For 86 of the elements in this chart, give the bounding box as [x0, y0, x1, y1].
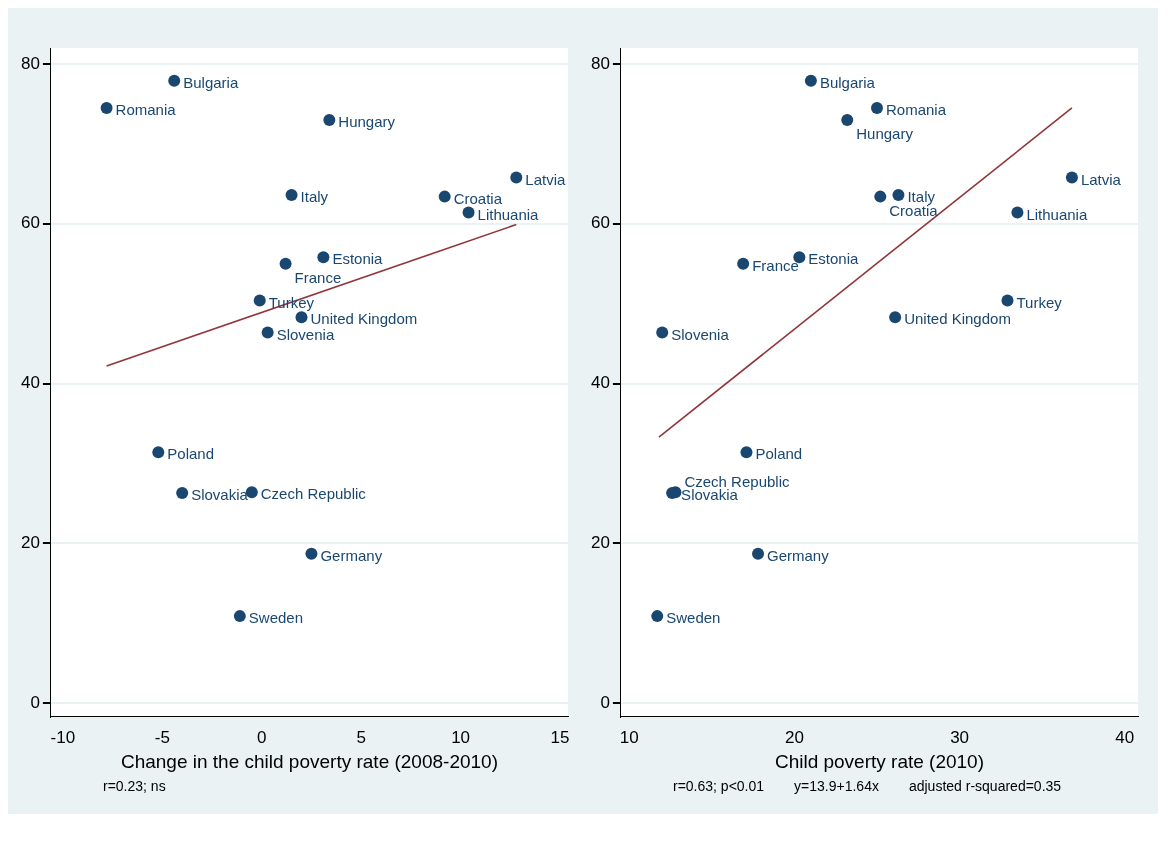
data-label: Turkey: [1016, 293, 1063, 311]
y-tick-label: 80: [20, 53, 40, 73]
x-axis-title: Change in the child poverty rate (2008-2010): [120, 750, 498, 772]
y-tick-label: 80: [590, 53, 610, 73]
point: [656, 326, 669, 339]
point: [305, 547, 318, 560]
x-tick-label: 20: [784, 727, 804, 747]
data-label: France: [294, 268, 342, 286]
point: [152, 446, 165, 459]
data-label: Bulgaria: [183, 73, 239, 91]
point: [323, 113, 336, 126]
point: [317, 251, 330, 264]
point: [279, 257, 292, 270]
point: [740, 446, 753, 459]
data-label: Sweden: [248, 609, 304, 627]
point: [438, 190, 451, 203]
data-label: Italy: [300, 188, 329, 206]
x-tick-label: 0: [256, 727, 267, 747]
x-tick-label: -10: [50, 727, 76, 747]
x-tick-label: 10: [451, 727, 471, 747]
point: [874, 190, 887, 203]
point: [1011, 206, 1024, 219]
data-label: Slovenia: [671, 325, 730, 343]
point: [261, 326, 274, 339]
data-label: Latvia: [1080, 170, 1122, 188]
data-label: Bulgaria: [819, 73, 876, 91]
data-label: United Kingdom: [904, 310, 1011, 328]
point: [253, 294, 266, 307]
text: r=0.23; ns: [103, 778, 166, 794]
point: [889, 311, 902, 324]
data-label: Germany: [320, 546, 383, 564]
data-label: Lithuania: [1026, 205, 1088, 223]
x-tick-label: 5: [356, 727, 366, 747]
y-tick-label: 60: [20, 213, 40, 233]
data-label: Hungary: [338, 113, 396, 131]
data-label: Slovenia: [276, 325, 335, 343]
data-label: Romania: [115, 101, 177, 119]
x-tick-label: 40: [1115, 727, 1135, 747]
point: [752, 547, 765, 560]
data-label: Lithuania: [477, 205, 540, 223]
point: [285, 189, 298, 202]
y-tick-label: 20: [590, 533, 610, 553]
point: [100, 101, 113, 114]
text: r=0.63; p<0.01: [673, 778, 765, 794]
x-axis-title: Child poverty rate (2010): [774, 750, 985, 772]
point: [1001, 294, 1014, 307]
y-tick-label: 20: [20, 533, 40, 553]
data-label: Estonia: [808, 250, 860, 268]
point: [870, 101, 883, 114]
y-tick-label: 0: [600, 692, 610, 712]
data-label: Romania: [885, 101, 947, 119]
point: [892, 189, 905, 202]
y-tick-label: 40: [20, 373, 40, 393]
y-tick-label: 60: [590, 213, 610, 233]
y-tick-label: 0: [30, 692, 40, 712]
x-tick-label: 15: [550, 727, 570, 747]
data-label: Slovakia: [681, 486, 739, 504]
point: [168, 74, 181, 87]
data-label: Hungary: [856, 125, 914, 143]
x-tick-label: -5: [154, 727, 170, 747]
point: [233, 610, 246, 623]
point: [510, 171, 523, 184]
x-tick-label: 10: [619, 727, 639, 747]
point: [462, 206, 475, 219]
data-label: Croatia: [453, 189, 503, 207]
data-label: France: [752, 256, 799, 274]
data-label: Sweden: [666, 609, 721, 627]
y-tick-label: 40: [590, 373, 610, 393]
data-label: Slovakia: [191, 486, 249, 504]
text: adjusted r-squared=0.35: [908, 778, 1062, 794]
point: [295, 311, 308, 324]
x-tick-label: 30: [950, 727, 970, 747]
data-label: Latvia: [525, 170, 566, 188]
data-label: Poland: [755, 445, 803, 463]
data-label: Poland: [167, 445, 215, 463]
text: y=13.9+1.64x: [794, 778, 879, 794]
data-label: Czech Republic: [260, 485, 367, 503]
data-label: Germany: [767, 546, 830, 564]
data-label: United Kingdom: [310, 310, 418, 328]
point: [841, 113, 854, 126]
data-label: Estonia: [332, 250, 384, 268]
point: [176, 487, 189, 500]
point: [651, 610, 664, 623]
point: [737, 257, 750, 270]
point: [804, 74, 817, 87]
point: [1065, 171, 1078, 184]
